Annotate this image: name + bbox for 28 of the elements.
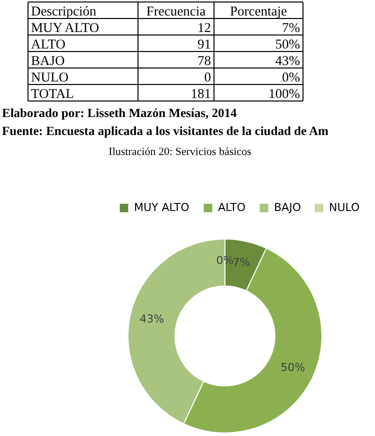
legend-label: ALTO — [218, 201, 246, 214]
text: Elaborado por: Lisseth Mazón Mesías, 2014 — [2, 106, 238, 120]
text: BAJO — [31, 52, 66, 68]
text: 0% — [282, 69, 300, 84]
legend-label: NULO — [329, 201, 360, 214]
text: 12 — [198, 20, 211, 35]
text: NULO — [31, 69, 69, 84]
text: ALTO — [31, 36, 66, 52]
text: Porcentaje — [230, 3, 287, 18]
legend-label: BAJO — [274, 201, 302, 214]
text: 50% — [275, 36, 300, 52]
text: MUY ALTO — [31, 20, 100, 35]
chart-title: Ilustración 20: Servicios básicos — [108, 146, 252, 158]
data-label: 50% — [280, 360, 306, 374]
text: 91 — [198, 36, 211, 52]
legend-label: MUY ALTO — [134, 201, 190, 214]
text: 7% — [282, 20, 300, 35]
text: 78 — [198, 52, 212, 68]
text: 100% — [268, 86, 300, 101]
text: TOTAL — [31, 86, 74, 101]
source-note: Fuente: Encuesta aplicada a los visitantes de la ciudad de Am — [2, 124, 329, 138]
text: 0 — [204, 69, 212, 84]
text: Descripción — [31, 3, 96, 18]
text: 43% — [275, 52, 300, 68]
text: Frecuencia — [146, 3, 206, 18]
data-label: 43% — [140, 312, 164, 326]
data-label: 7% — [232, 256, 250, 269]
text: 181 — [190, 86, 211, 101]
